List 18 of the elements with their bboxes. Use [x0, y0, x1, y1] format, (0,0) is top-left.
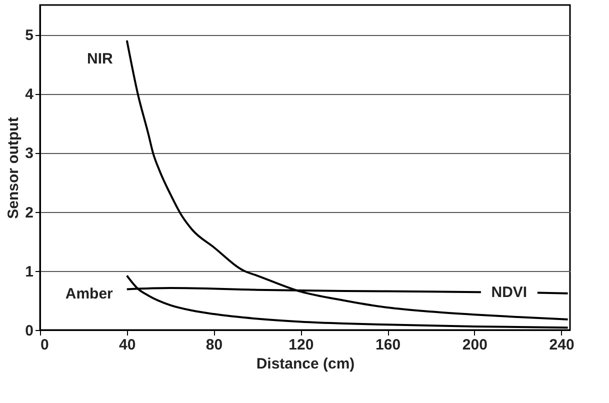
x-tick-label: 120: [288, 336, 314, 354]
x-axis-title: Distance (cm): [256, 356, 355, 372]
y-tick-label: 4: [25, 86, 34, 104]
x-tick-label: 80: [206, 336, 223, 354]
x-tick-label: 160: [376, 336, 401, 354]
y-tick-label: 0: [25, 322, 34, 340]
x-tick-label: 240: [549, 336, 574, 354]
y-axis-title: Sensor output: [5, 117, 22, 219]
x-tick-label: 0: [40, 336, 49, 354]
series-label: NDVI: [491, 284, 528, 302]
y-tick-label: 3: [25, 145, 34, 162]
y-tick-label: 2: [25, 204, 34, 222]
series-label: NIR: [87, 50, 114, 68]
y-tick-label: 1: [25, 263, 34, 280]
x-tick-label: 40: [119, 336, 136, 354]
series-label: Amber: [65, 286, 114, 303]
x-tick-label: 200: [462, 336, 488, 354]
y-tick-label: 5: [25, 27, 34, 44]
